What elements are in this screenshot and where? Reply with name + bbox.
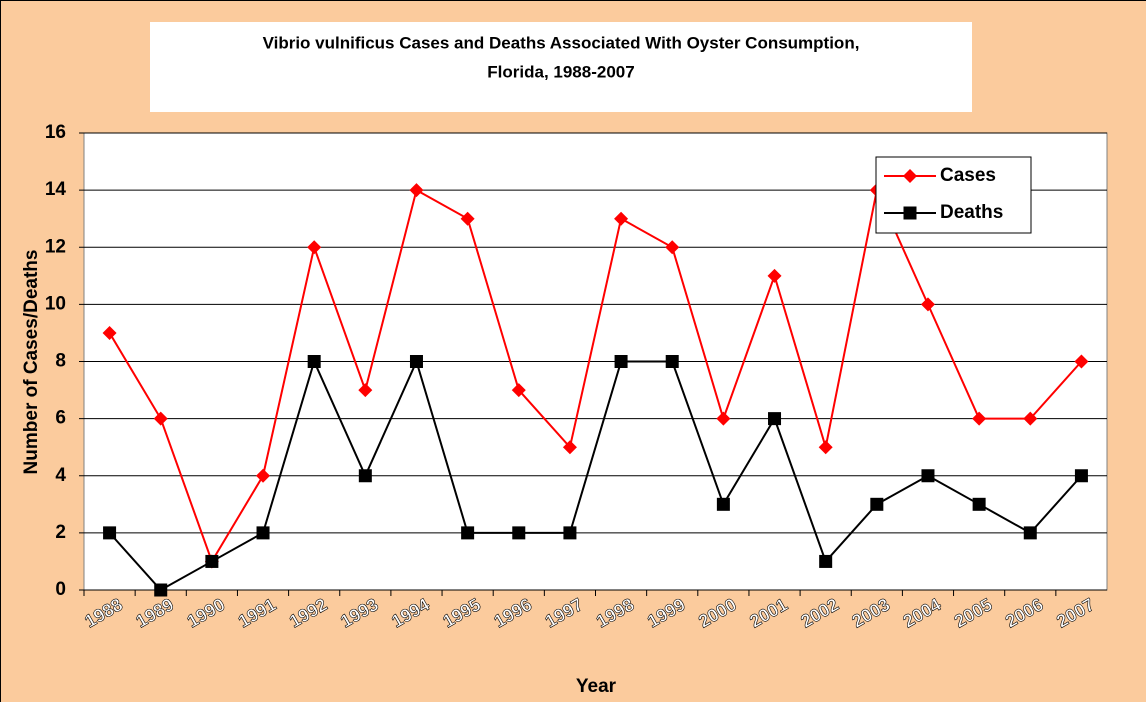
point — [563, 526, 577, 540]
point — [921, 469, 935, 483]
y-tick-label: 8 — [55, 351, 66, 372]
point — [409, 183, 424, 198]
point — [716, 497, 730, 511]
point — [819, 554, 833, 568]
point — [665, 240, 680, 255]
point — [768, 412, 782, 426]
chart-title: Florida, 1988-2007 — [487, 62, 634, 81]
point — [154, 583, 168, 597]
point — [1023, 411, 1038, 426]
y-tick-label: 0 — [55, 579, 66, 600]
point — [512, 526, 526, 540]
point — [562, 440, 577, 455]
series-line — [108, 186, 1083, 564]
point — [358, 383, 373, 398]
title-box — [150, 22, 972, 112]
point — [767, 268, 782, 283]
point — [460, 211, 475, 226]
point — [358, 469, 372, 483]
point — [665, 355, 679, 368]
y-tick-label: 16 — [45, 122, 66, 143]
series-line — [108, 358, 1083, 592]
y-tick-label: 10 — [45, 293, 66, 314]
point — [614, 211, 629, 226]
point — [972, 497, 986, 511]
point — [920, 297, 935, 312]
point — [461, 526, 475, 540]
point — [818, 440, 833, 455]
legend-marker — [903, 206, 917, 220]
point — [153, 411, 168, 426]
y-tick-label: 2 — [55, 522, 66, 543]
x-axis-label: Year — [576, 676, 617, 697]
point — [1074, 469, 1088, 483]
point — [103, 526, 117, 540]
legend-label: Deaths — [940, 202, 1003, 223]
y-tick-label: 12 — [45, 236, 66, 257]
point — [409, 355, 423, 368]
point — [716, 411, 731, 426]
point — [307, 240, 322, 255]
y-tick-label: 14 — [45, 179, 67, 200]
point — [1023, 526, 1037, 540]
chart-title: Vibrio vulnificus Cases and Deaths Assoc… — [263, 33, 860, 52]
legend-label: Cases — [940, 165, 996, 186]
legend-box — [875, 156, 1032, 234]
y-axis-label: Number of Cases/Deaths — [21, 250, 42, 475]
point — [870, 497, 884, 511]
point — [511, 383, 526, 398]
point — [205, 554, 219, 568]
point — [614, 355, 628, 368]
point — [256, 468, 271, 483]
point — [102, 325, 117, 340]
point — [972, 411, 987, 426]
y-tick-label: 4 — [55, 465, 66, 486]
point — [1074, 354, 1089, 369]
point — [256, 526, 270, 540]
legend-marker — [903, 169, 917, 183]
y-tick-label: 6 — [55, 408, 66, 429]
point — [307, 355, 321, 368]
